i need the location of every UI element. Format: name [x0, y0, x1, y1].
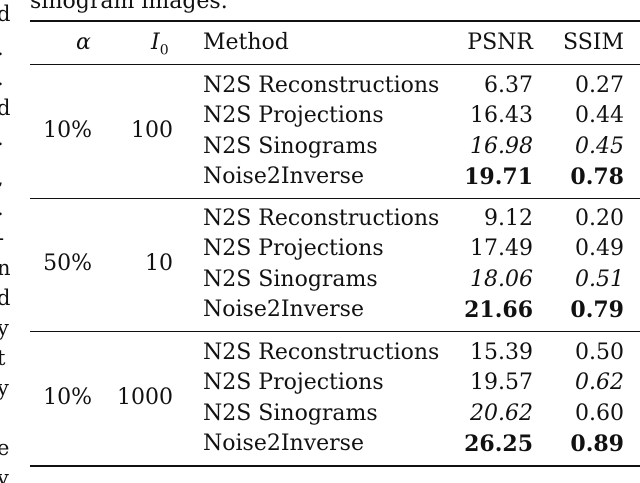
psnr-cell: 20.62	[470, 400, 533, 426]
left-fragment: d	[0, 286, 11, 310]
psnr-cell: 21.66	[464, 296, 533, 323]
psnr-cell: 16.98	[470, 133, 533, 159]
method-cell: N2S Reconstructions	[203, 340, 440, 365]
left-fragment: -	[0, 226, 4, 250]
left-fragment: t	[0, 346, 6, 370]
method-cell: Noise2Inverse	[203, 430, 364, 456]
header-alpha: α	[76, 30, 91, 55]
psnr-cell: 19.71	[464, 163, 533, 190]
psnr-cell: 17.49	[470, 236, 533, 262]
left-fragment: d	[0, 2, 11, 26]
table-caption: sinogram images.	[30, 0, 228, 14]
header-method: Method	[203, 30, 289, 55]
left-fragment: .	[0, 66, 4, 90]
ssim-cell: 0.50	[575, 340, 624, 365]
left-fragment: .	[0, 36, 4, 60]
left-column-fragments: d . . d . , . - n d y t y e y	[0, 0, 14, 483]
method-cell: N2S Projections	[203, 236, 384, 262]
left-fragment: d	[0, 96, 11, 120]
i0-cell: 10	[145, 251, 173, 277]
left-fragment: y	[0, 376, 9, 400]
psnr-cell: 26.25	[464, 430, 533, 457]
bottom-rule	[30, 465, 640, 467]
method-cell: N2S Sinograms	[203, 400, 378, 426]
header-i0-symbol: I	[151, 30, 160, 55]
header-psnr: PSNR	[467, 30, 533, 55]
method-cell: N2S Sinograms	[203, 266, 378, 292]
method-cell: N2S Projections	[203, 370, 384, 396]
left-fragment: n	[0, 256, 11, 280]
top-rule	[30, 20, 640, 22]
header-i0: I0	[151, 30, 169, 63]
i0-cell: 1000	[117, 385, 173, 411]
left-fragment: ,	[0, 166, 4, 190]
method-cell: Noise2Inverse	[203, 163, 364, 189]
psnr-cell: 16.43	[470, 103, 533, 129]
left-fragment: e	[0, 436, 10, 460]
left-fragment: .	[0, 196, 4, 220]
header-ssim: SSIM	[563, 30, 624, 55]
method-cell: N2S Projections	[203, 103, 384, 129]
header-i0-subscript: 0	[159, 42, 169, 59]
ssim-cell: 0.20	[575, 206, 624, 231]
psnr-cell: 15.39	[470, 340, 533, 365]
method-cell: N2S Reconstructions	[203, 206, 440, 231]
left-fragment: y	[0, 316, 9, 340]
alpha-cell: 10%	[43, 385, 92, 411]
psnr-cell: 19.57	[470, 370, 533, 396]
ssim-cell: 0.60	[575, 400, 624, 426]
header-rule	[30, 64, 640, 65]
ssim-cell: 0.89	[570, 430, 624, 457]
left-fragment: .	[0, 126, 4, 150]
ssim-cell: 0.79	[570, 296, 624, 323]
psnr-cell: 9.12	[484, 206, 533, 231]
ssim-cell: 0.62	[575, 370, 624, 396]
ssim-cell: 0.49	[575, 236, 624, 262]
ssim-cell: 0.78	[570, 163, 624, 190]
ssim-cell: 0.45	[575, 133, 624, 159]
alpha-cell: 50%	[43, 251, 92, 277]
psnr-cell: 6.37	[484, 73, 533, 98]
method-cell: Noise2Inverse	[203, 296, 364, 322]
method-cell: N2S Sinograms	[203, 133, 378, 159]
ssim-cell: 0.27	[575, 73, 624, 98]
ssim-cell: 0.51	[575, 266, 624, 292]
left-fragment: y	[0, 466, 9, 483]
group-rule	[30, 198, 640, 199]
group-rule	[30, 331, 640, 332]
alpha-cell: 10%	[43, 118, 92, 144]
psnr-cell: 18.06	[470, 266, 533, 292]
method-cell: N2S Reconstructions	[203, 73, 440, 98]
i0-cell: 100	[131, 118, 173, 144]
ssim-cell: 0.44	[575, 103, 624, 129]
